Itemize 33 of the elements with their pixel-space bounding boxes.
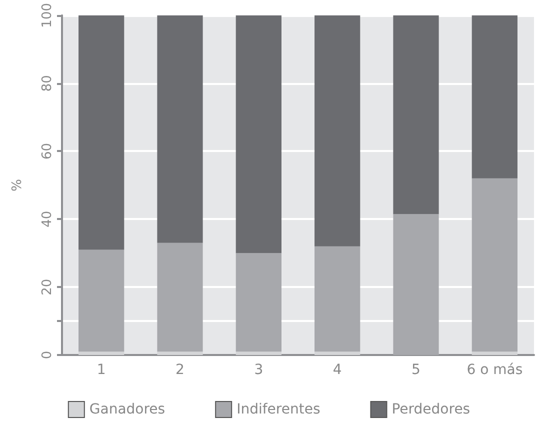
- bar: [78, 15, 124, 250]
- bar: [157, 352, 203, 355]
- x-tick-label: 6 o más: [466, 362, 523, 378]
- bar: [157, 242, 203, 352]
- y-tick-label: 80: [40, 75, 55, 92]
- bar: [78, 250, 124, 352]
- x-tick-label: 3: [254, 362, 264, 378]
- y-tick-label: 100: [40, 2, 55, 28]
- bar: [157, 15, 203, 243]
- legend-label: Indiferentes: [236, 402, 320, 418]
- y-tick-label: 40: [40, 210, 55, 228]
- x-tick-label: 1: [96, 362, 106, 378]
- bar: [236, 352, 282, 355]
- y-axis-title: %: [10, 179, 25, 192]
- bar: [314, 15, 360, 246]
- bar: [393, 214, 439, 355]
- x-tick-label: 5: [412, 362, 420, 378]
- x-tick-label: 4: [332, 362, 342, 378]
- bar: [236, 253, 282, 352]
- bar: [78, 352, 124, 355]
- bar: [393, 15, 439, 214]
- bar: [314, 246, 360, 352]
- bar: [472, 178, 518, 352]
- legend-label: Ganadores: [89, 402, 166, 418]
- y-tick-label: 0: [40, 350, 55, 360]
- x-tick-label: 2: [176, 362, 184, 378]
- legend-label: Perdedores: [392, 402, 470, 418]
- bar: [236, 15, 282, 254]
- y-tick-label: 60: [40, 142, 55, 160]
- bar: [472, 15, 518, 178]
- bar: [314, 352, 360, 355]
- bar: [472, 352, 518, 355]
- y-tick-label: 20: [40, 278, 55, 296]
